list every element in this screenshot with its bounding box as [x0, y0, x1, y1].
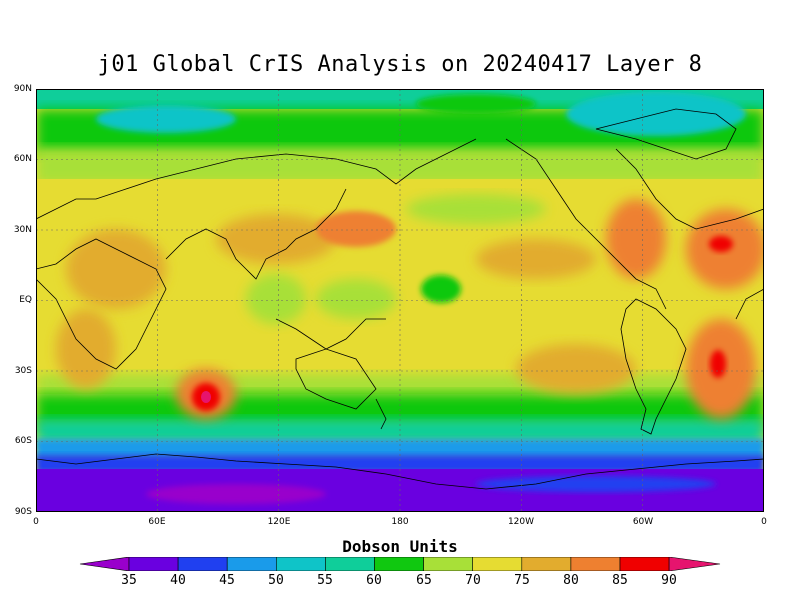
- lon-label-0: 0: [33, 517, 39, 527]
- ozone-map: [36, 89, 764, 512]
- colorbar-segment: [128, 556, 179, 572]
- colorbar-segment: [177, 556, 228, 572]
- colorbar-label-85: 85: [612, 573, 628, 588]
- colorbar-label-50: 50: [268, 573, 284, 588]
- colorbar-arrow-low: [79, 556, 130, 572]
- colorbar-label-55: 55: [317, 573, 333, 588]
- lat-label-90n: 90N: [13, 84, 32, 94]
- map-title: j01 Global CrIS Analysis on 20240417 Lay…: [97, 52, 703, 77]
- lon-label-120e: 120E: [267, 517, 291, 527]
- lat-label-30s: 30S: [14, 366, 32, 376]
- colorbar-label-45: 45: [219, 573, 235, 588]
- colorbar-segment: [619, 556, 670, 572]
- lon-label-0-east: 0: [761, 517, 767, 527]
- colorbar-segment: [275, 556, 326, 572]
- lon-label-60w: 60W: [632, 517, 654, 527]
- colorbar-label-80: 80: [563, 573, 579, 588]
- colorbar-label-40: 40: [170, 573, 186, 588]
- colorbar-label-75: 75: [514, 573, 530, 588]
- lat-label-60s: 60S: [14, 436, 32, 446]
- lat-label-90s: 90S: [14, 507, 32, 517]
- colorbar-segment: [472, 556, 523, 572]
- colorbar-label-35: 35: [121, 573, 137, 588]
- coastlines: [36, 108, 764, 490]
- gridlines: [36, 89, 764, 512]
- lon-label-120w: 120W: [507, 517, 535, 527]
- colorbar-arrow-high: [668, 556, 721, 572]
- colorbar-segment: [374, 556, 424, 572]
- lon-label-180: 180: [391, 517, 409, 527]
- colorbar-segment: [423, 556, 474, 572]
- lon-label-60e: 60E: [148, 517, 166, 527]
- colorbar-label-65: 65: [416, 573, 432, 588]
- colorbar-segment: [521, 556, 572, 572]
- colorbar-segment: [570, 556, 621, 572]
- map-border: [36, 89, 764, 512]
- lat-label-30n: 30N: [13, 225, 32, 235]
- colorbar-label-70: 70: [465, 573, 481, 588]
- colorbar: [0, 556, 800, 572]
- colorbar-label-90: 90: [661, 573, 677, 588]
- lat-label-60n: 60N: [13, 154, 32, 164]
- colorbar-label-60: 60: [366, 573, 382, 588]
- colorbar-segment: [226, 556, 277, 572]
- colorbar-title: Dobson Units: [342, 537, 458, 556]
- lat-label-eq: EQ: [19, 295, 32, 305]
- colorbar-segment: [325, 556, 375, 572]
